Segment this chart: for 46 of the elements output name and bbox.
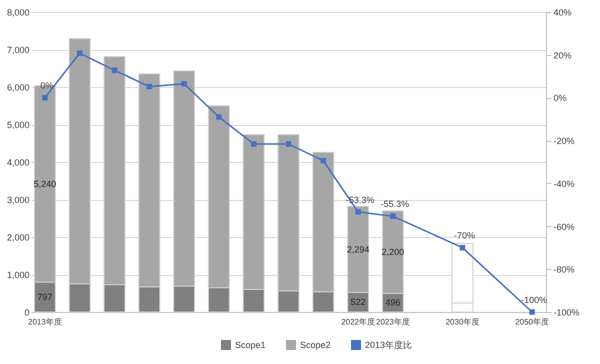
data-label: -55.3% bbox=[380, 199, 410, 210]
point bbox=[42, 94, 48, 100]
point bbox=[146, 84, 152, 90]
y-tick-label: 0 bbox=[24, 308, 30, 318]
data-label: 5,240 bbox=[34, 178, 56, 189]
data-label: 0% bbox=[40, 80, 54, 91]
x-tick-label: 2013年度 bbox=[28, 318, 62, 326]
data-label: 797 bbox=[37, 292, 52, 302]
y-tick-label: 4,000 bbox=[6, 158, 30, 168]
x-tick-label: 2030年度 bbox=[446, 318, 480, 326]
x-tick-label: 2023年度 bbox=[376, 318, 410, 326]
point bbox=[112, 68, 118, 74]
y-tick-label: 1,000 bbox=[6, 270, 30, 280]
point bbox=[76, 50, 82, 56]
y-tick-label: 2,000 bbox=[6, 232, 30, 242]
y2-tick-label: 0% bbox=[554, 93, 567, 104]
y2-tick-label: -40% bbox=[554, 178, 575, 189]
point bbox=[320, 158, 326, 164]
point bbox=[460, 244, 466, 250]
point bbox=[390, 213, 396, 219]
y-tick-label: 7,000 bbox=[6, 45, 30, 55]
y-tick-label: 3,000 bbox=[6, 195, 30, 205]
y-tick-label: 6,000 bbox=[6, 82, 30, 92]
y2-tick-label: -20% bbox=[554, 136, 575, 146]
data-label: 522 bbox=[350, 297, 366, 308]
point bbox=[250, 141, 256, 147]
legend-label: Scope2 bbox=[300, 340, 331, 350]
y2-tick-label: 40% bbox=[554, 8, 572, 18]
y2-tick-label: -80% bbox=[554, 264, 575, 275]
x-tick-label: 2022年度 bbox=[341, 318, 375, 326]
data-label: 2,200 bbox=[382, 247, 404, 258]
data-label: -70% bbox=[454, 230, 475, 241]
y-tick-label: 5,000 bbox=[6, 120, 30, 130]
point bbox=[355, 209, 361, 215]
legend-label: 2013年度比 bbox=[365, 340, 412, 350]
point bbox=[216, 114, 222, 120]
y2-tick-label: 20% bbox=[554, 50, 572, 60]
data-label: -100% bbox=[521, 295, 548, 305]
y-tick-label: 8,000 bbox=[6, 8, 30, 18]
point bbox=[181, 81, 187, 87]
data-label: 496 bbox=[385, 298, 400, 308]
legend-label: Scope1 bbox=[235, 340, 266, 350]
x-tick-label: 2050年度 bbox=[515, 318, 549, 326]
y2-tick-label: -60% bbox=[554, 222, 575, 232]
y2-tick-label: -100% bbox=[554, 308, 580, 318]
point bbox=[529, 309, 535, 315]
